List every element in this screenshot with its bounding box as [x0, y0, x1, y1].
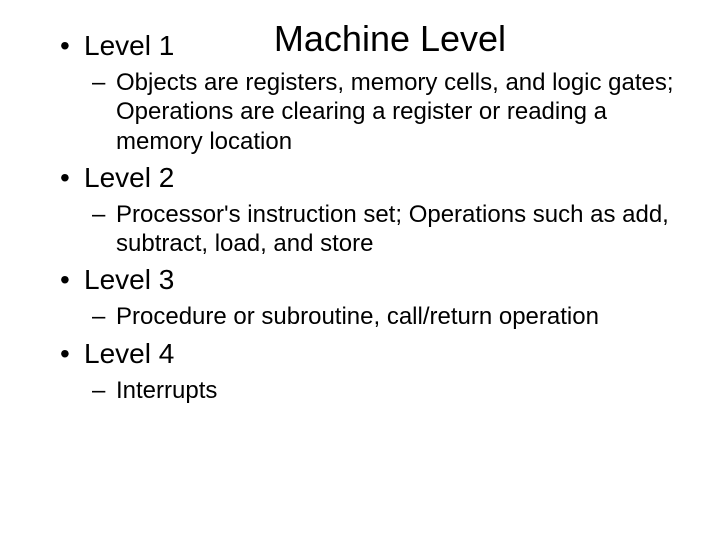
level-description: Procedure or subroutine, call/return ope…: [92, 302, 684, 331]
level-description: Processor's instruction set; Operations …: [92, 200, 684, 259]
level-list: Level 1 Objects are registers, memory ce…: [36, 30, 684, 405]
level-item: Level 1: [56, 30, 684, 62]
level-description: Objects are registers, memory cells, and…: [92, 68, 684, 156]
level-description: Interrupts: [92, 376, 684, 405]
level-item: Level 4: [56, 338, 684, 370]
level-item: Level 3: [56, 264, 684, 296]
level-item: Level 2: [56, 162, 684, 194]
